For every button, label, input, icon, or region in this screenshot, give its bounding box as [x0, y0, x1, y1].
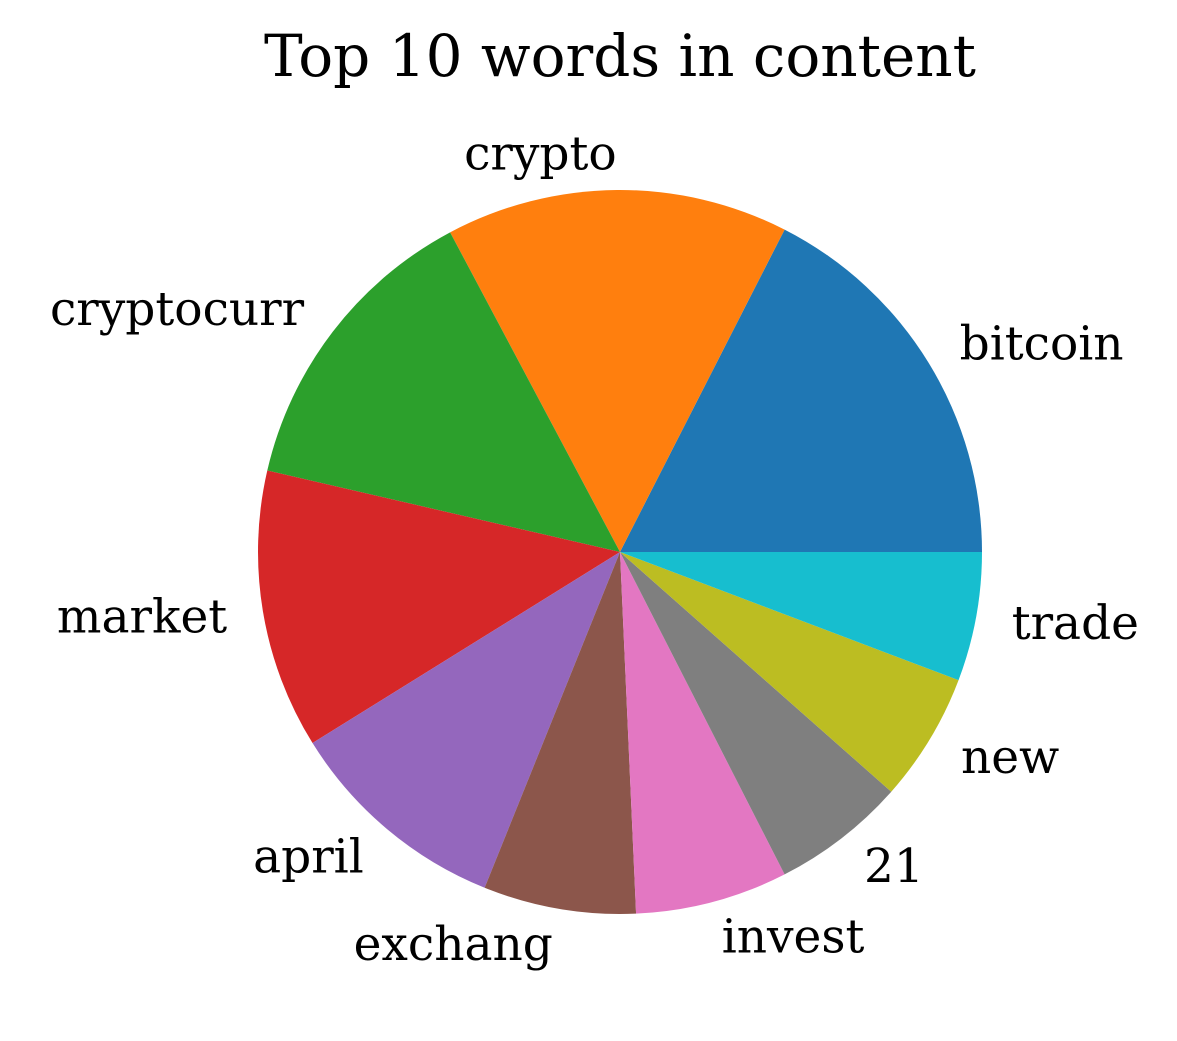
pie-slice-april — [312, 552, 620, 888]
pie-label-trade: trade — [1012, 596, 1139, 651]
pie-slice-bitcoin — [620, 229, 982, 552]
pie-label-cryptocurr: cryptocurr — [50, 282, 305, 337]
pie-label-april: april — [253, 829, 364, 884]
pie-slice-crypto — [450, 189, 785, 552]
pie-label-invest: invest — [722, 910, 865, 965]
pie-labels: bitcoin crypto cryptocurr market april exchan… — [50, 126, 1139, 972]
pie-slice-exchang — [484, 552, 637, 914]
pie-slice-new — [620, 552, 959, 792]
pie-slice-21 — [620, 552, 892, 875]
pie-slice-trade — [620, 552, 982, 681]
pie-label-new: new — [961, 730, 1059, 785]
pie-slice-invest — [620, 552, 785, 914]
pie-label-exchang: exchang — [354, 917, 553, 972]
pie-label-market: market — [57, 590, 227, 645]
pie-slice-cryptocurr — [267, 232, 620, 552]
pie-label-bitcoin: bitcoin — [960, 317, 1124, 372]
chart-title: Top 10 words in content — [264, 22, 976, 90]
pie-label-crypto: crypto — [464, 126, 617, 181]
pie-slice-market — [258, 470, 620, 744]
pie-label-21: 21 — [864, 839, 924, 894]
pie-slices — [258, 189, 982, 914]
